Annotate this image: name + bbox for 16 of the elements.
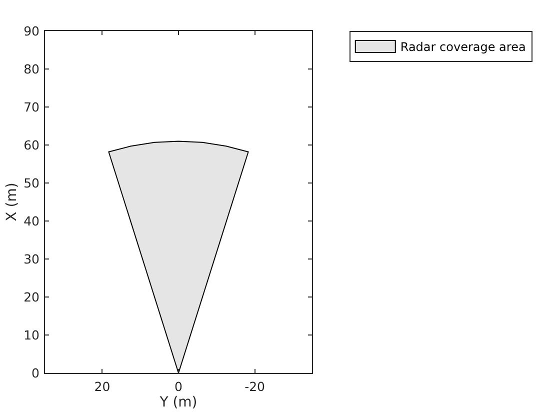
x-tick-label: -20 [244,379,266,394]
y-axis-title: X (m) [4,182,20,222]
y-tick-label: 0 [32,365,40,380]
y-tick-label: 30 [24,251,40,266]
y-tick-label: 90 [24,23,40,38]
y-tick-label: 70 [24,99,40,114]
x-tick-label: 0 [174,379,183,394]
y-tick-label: 80 [24,61,40,76]
y-tick-label: 10 [24,327,40,342]
y-tick-label: 40 [24,213,40,228]
x-axis-title: Y (m) [158,394,198,410]
y-tick-label: 20 [24,289,40,304]
x-tick-label: 20 [94,379,110,394]
legend-label: Radar coverage area [400,40,526,54]
y-tick-label: 50 [24,175,40,190]
y-tick-label: 60 [24,137,40,152]
